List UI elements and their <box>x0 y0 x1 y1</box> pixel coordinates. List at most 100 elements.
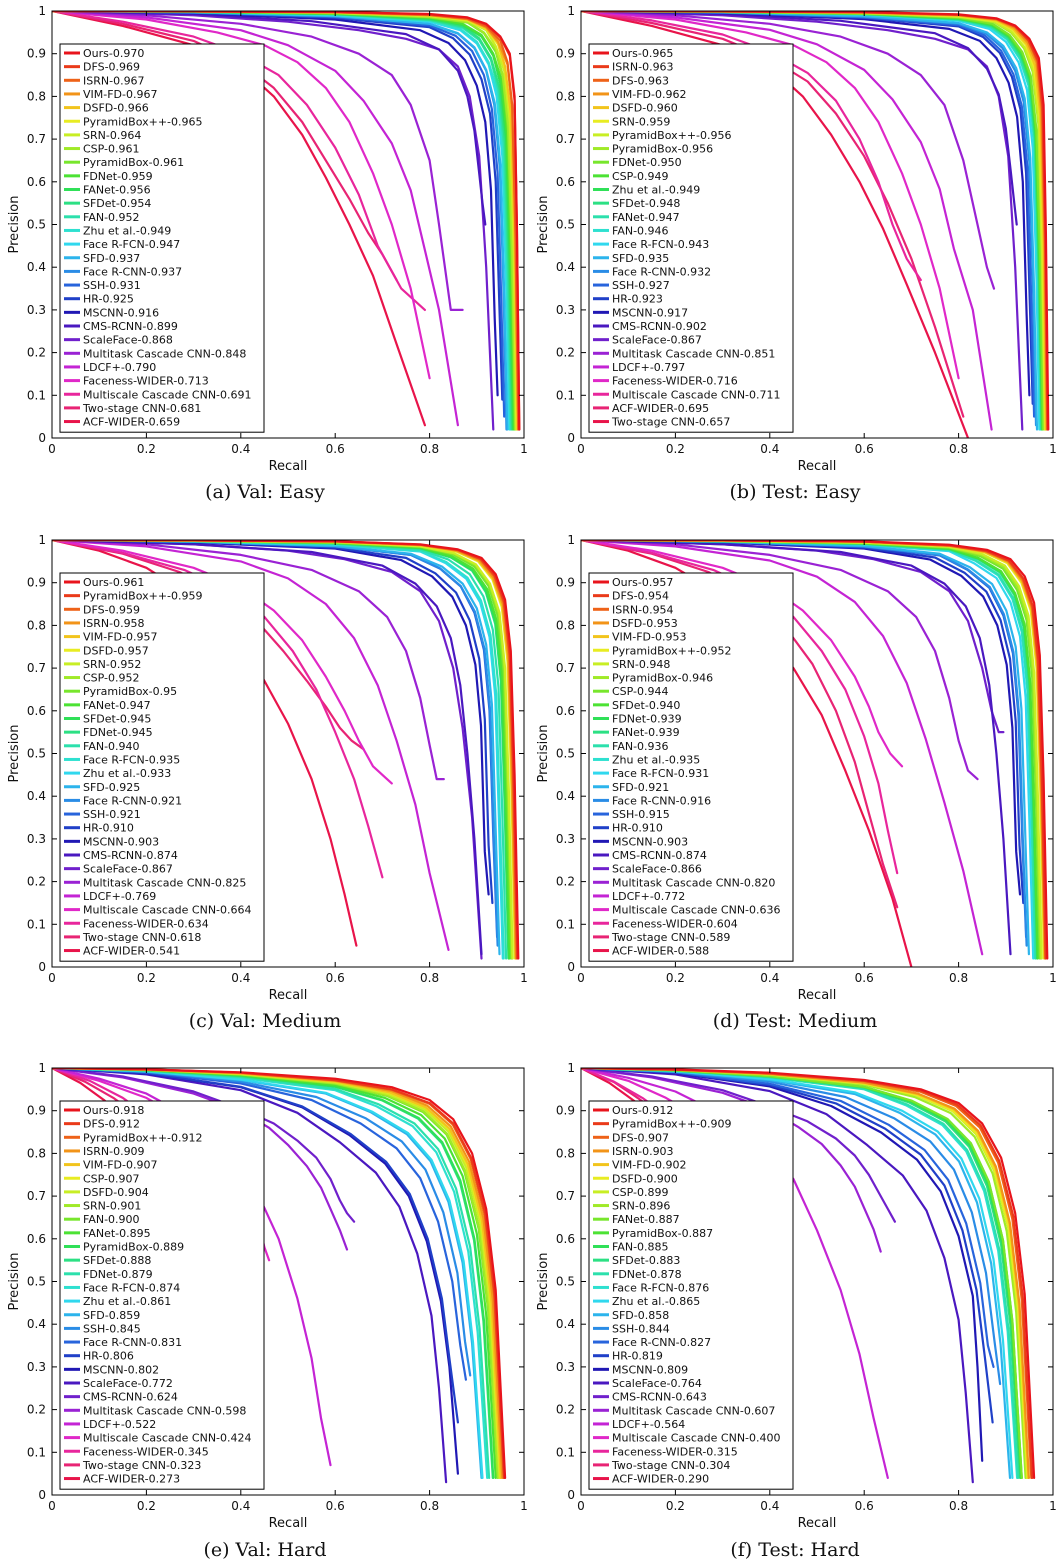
chart-panel-1: 0 0.2 0.4 0.6 0.8 1 0 0.1 0.2 0.3 0.4 0.5 0.6 0.7 0.8 0… <box>7 4 528 503</box>
legend-entry-label: DSFD-0.904 <box>83 1186 149 1199</box>
series-line <box>52 11 459 427</box>
legend-entry-label: CSP-0.949 <box>612 170 669 183</box>
x-tick-label: 0.8 <box>949 1499 968 1513</box>
series-line <box>52 11 398 282</box>
legend-entry-label: SSH-0.927 <box>612 279 670 292</box>
y-tick-label: 0.8 <box>27 618 46 632</box>
x-axis-label: Recall <box>798 459 837 474</box>
legend-entry-label: SFDet-0.940 <box>612 699 680 712</box>
legend-entry-label: Face R-CNN-0.937 <box>83 265 182 278</box>
x-tick-label: 0 <box>577 1499 585 1513</box>
legend-entry-label: Zhu et al.-0.935 <box>612 753 700 766</box>
legend-entry-label: Ours-0.918 <box>83 1104 144 1117</box>
legend-box <box>588 572 794 962</box>
y-tick-label: 0.2 <box>27 875 46 889</box>
y-tick-label: 0.5 <box>27 1275 46 1289</box>
legend-entry-label: MSCNN-0.916 <box>83 306 159 319</box>
y-tick-label: 0.2 <box>556 1403 575 1417</box>
y-tick-label: 0.6 <box>556 704 575 718</box>
x-axis-label: Recall <box>269 459 308 474</box>
legend-entry-label: VIM-FD-0.957 <box>83 631 158 644</box>
y-tick-label: 1 <box>38 1061 46 1075</box>
y-tick-label: 0.7 <box>556 661 575 675</box>
legend-entry-label: SFD-0.858 <box>612 1309 669 1322</box>
legend-entry-label: CMS-RCNN-0.902 <box>612 320 707 333</box>
legend-entry-label: SFDet-0.888 <box>83 1254 151 1267</box>
legend-entry-label: Face R-FCN-0.943 <box>612 238 709 251</box>
legend-entry-label: ISRN-0.903 <box>612 1145 674 1158</box>
series-group <box>52 540 520 960</box>
y-tick-label: 1 <box>567 533 575 547</box>
y-tick-label: 0 <box>38 960 46 974</box>
y-tick-label: 0 <box>567 1488 575 1502</box>
legend-entry-label: Multiscale Cascade CNN-0.691 <box>83 388 252 401</box>
x-tick-label: 0 <box>577 442 585 456</box>
legend: Ours-0.912PyramidBox++-0.909DFS-0.907ISR… <box>588 1100 794 1490</box>
series-line <box>52 1068 459 1424</box>
y-tick-label: 0.7 <box>556 1189 575 1203</box>
y-tick-label: 0.5 <box>556 1275 575 1289</box>
legend-entry-label: DFS-0.912 <box>83 1118 140 1131</box>
legend-entry-label: Face R-FCN-0.931 <box>612 767 709 780</box>
x-tick-label: 0.8 <box>420 1499 439 1513</box>
legend-entry-label: ISRN-0.963 <box>612 61 674 74</box>
y-tick-label: 0.1 <box>556 1445 575 1459</box>
legend-entry-label: CMS-RCNN-0.899 <box>83 320 178 333</box>
y-tick-label: 0.4 <box>27 789 46 803</box>
y-tick-label: 0.3 <box>27 303 46 317</box>
y-tick-label: 0.1 <box>556 917 575 931</box>
y-tick-label: 0.3 <box>556 1360 575 1374</box>
y-tick-label: 0 <box>38 431 46 445</box>
legend-entry-label: Multiscale Cascade CNN-0.400 <box>612 1432 781 1445</box>
legend-entry-label: FDNet-0.879 <box>83 1268 153 1281</box>
legend-entry-label: SSH-0.921 <box>83 808 141 821</box>
series-line <box>581 540 984 956</box>
legend-entry-label: Face R-CNN-0.932 <box>612 265 711 278</box>
legend-entry-label: Face R-FCN-0.876 <box>612 1281 709 1294</box>
series-line <box>581 1068 882 1253</box>
y-tick-label: 0.8 <box>27 89 46 103</box>
legend-entry-label: SRN-0.964 <box>83 129 141 142</box>
legend-entry-label: ISRN-0.958 <box>83 617 145 630</box>
legend-entry-label: PyramidBox-0.946 <box>612 672 713 685</box>
x-tick-label: 0.2 <box>137 971 156 985</box>
chart-panel-5: 0 0.2 0.4 0.6 0.8 1 0 0.1 0.2 0.3 0.4 0.5 0.6 0.7 0.8 0… <box>7 1061 528 1561</box>
legend-entry-label: FAN-0.936 <box>612 740 669 753</box>
y-tick-label: 0.1 <box>27 1445 46 1459</box>
series-line <box>581 540 899 875</box>
legend-entry-label: SRN-0.952 <box>83 658 141 671</box>
series-line <box>52 11 487 226</box>
legend-entry-label: LDCF+-0.769 <box>83 890 156 903</box>
legend-entry-label: MSCNN-0.903 <box>612 835 688 848</box>
legend-entry-label: VIM-FD-0.902 <box>612 1159 687 1172</box>
y-tick-label: 0.8 <box>556 618 575 632</box>
legend-entry-label: ACF-WIDER-0.588 <box>612 945 709 958</box>
legend-entry-label: PyramidBox++-0.909 <box>612 1118 732 1131</box>
chart-panel-4: 0 0.2 0.4 0.6 0.8 1 0 0.1 0.2 0.3 0.4 0.5 0.6 0.7 0.8 0… <box>536 533 1057 1032</box>
legend-entry-label: MSCNN-0.809 <box>612 1363 688 1376</box>
legend-entry-label: SRN-0.901 <box>83 1200 141 1213</box>
legend-entry-label: FAN-0.885 <box>612 1241 669 1254</box>
legend-entry-label: SFD-0.859 <box>83 1309 140 1322</box>
legend-entry-label: PyramidBox-0.889 <box>83 1241 184 1254</box>
legend-entry-label: PyramidBox++-0.965 <box>83 115 203 128</box>
y-tick-label: 0.6 <box>27 175 46 189</box>
series-line <box>52 540 365 751</box>
legend-entry-label: CMS-RCNN-0.643 <box>612 1391 707 1404</box>
legend-entry-label: HR-0.806 <box>83 1350 134 1363</box>
series-line <box>581 11 922 282</box>
legend-entry-label: LDCF+-0.797 <box>612 361 685 374</box>
legend-entry-label: Face R-CNN-0.827 <box>612 1336 711 1349</box>
x-tick-label: 1 <box>1049 971 1057 985</box>
legend-entry-label: DSFD-0.966 <box>83 102 149 115</box>
legend-entry-label: VIM-FD-0.962 <box>612 88 687 101</box>
legend-entry-label: FDNet-0.950 <box>612 156 682 169</box>
legend-entry-label: FANet-0.939 <box>612 726 680 739</box>
legend-entry-label: PyramidBox++-0.912 <box>83 1131 203 1144</box>
legend-entry-label: PyramidBox++-0.952 <box>612 644 732 657</box>
legend-entry-label: ScaleFace-0.866 <box>612 863 702 876</box>
x-tick-label: 0.6 <box>855 442 874 456</box>
series-line <box>581 1068 995 1369</box>
x-tick-label: 0.6 <box>326 1499 345 1513</box>
legend-entry-label: Multiscale Cascade CNN-0.711 <box>612 388 781 401</box>
